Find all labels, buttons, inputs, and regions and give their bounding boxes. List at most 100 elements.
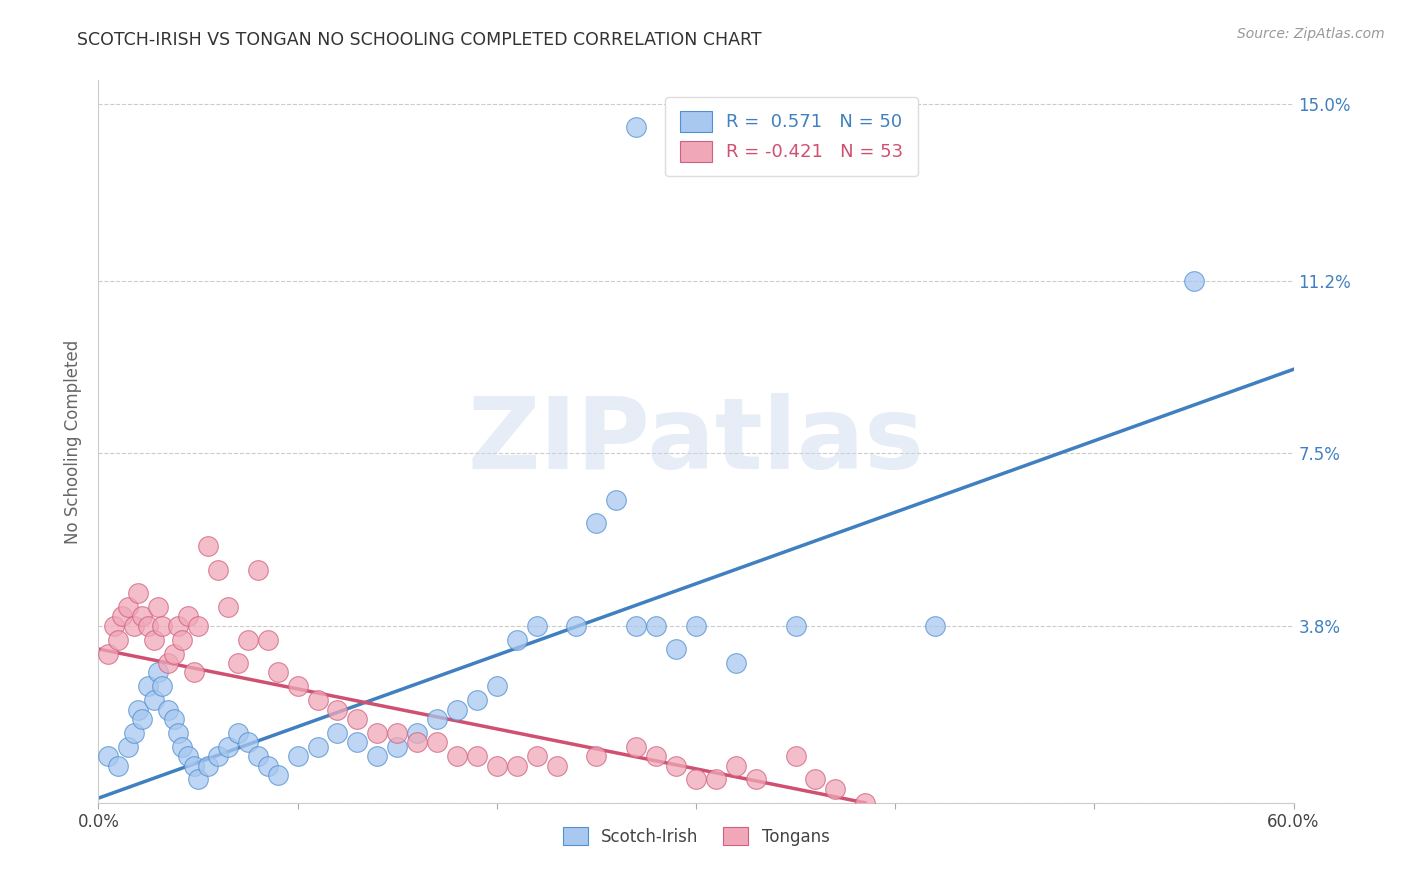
Point [406, 726, 429, 740]
Point [605, 492, 627, 507]
Point [177, 609, 200, 624]
Point [685, 772, 707, 787]
Point [172, 632, 194, 647]
Point [256, 632, 278, 647]
Point [626, 739, 648, 754]
Point [565, 618, 588, 632]
Point [111, 609, 134, 624]
Point [704, 772, 727, 787]
Point [197, 540, 219, 554]
Point [177, 749, 200, 764]
Point [485, 679, 508, 693]
Point [645, 749, 668, 764]
Point [267, 768, 290, 782]
Point [246, 749, 269, 764]
Point [187, 772, 209, 787]
Point [197, 758, 219, 772]
Point [236, 735, 259, 749]
Point [785, 618, 807, 632]
Point [217, 739, 239, 754]
Point [546, 758, 568, 772]
Point [107, 758, 129, 772]
Point [217, 600, 239, 615]
Point [924, 618, 946, 632]
Point [326, 726, 349, 740]
Point [136, 679, 159, 693]
Point [226, 726, 249, 740]
Point [117, 600, 139, 615]
Point [127, 702, 149, 716]
Point [485, 758, 508, 772]
Point [124, 618, 146, 632]
Point [157, 656, 180, 670]
Point [406, 735, 429, 749]
Point [148, 600, 170, 615]
Point [226, 656, 249, 670]
Point [167, 618, 190, 632]
Point [103, 618, 125, 632]
Point [585, 516, 607, 530]
Point [385, 739, 409, 754]
Point [506, 632, 529, 647]
Text: SCOTCH-IRISH VS TONGAN NO SCHOOLING COMPLETED CORRELATION CHART: SCOTCH-IRISH VS TONGAN NO SCHOOLING COMP… [77, 31, 762, 49]
Point [167, 726, 190, 740]
Point [724, 758, 747, 772]
Point [183, 665, 205, 680]
Point [124, 726, 146, 740]
Point [97, 749, 120, 764]
Point [785, 749, 807, 764]
Point [804, 772, 827, 787]
Point [446, 749, 468, 764]
Point [645, 618, 668, 632]
Point [307, 693, 329, 707]
Point [287, 749, 309, 764]
Point [143, 632, 166, 647]
Point [187, 618, 209, 632]
Text: Source: ZipAtlas.com: Source: ZipAtlas.com [1237, 27, 1385, 41]
Point [526, 749, 548, 764]
Point [585, 749, 607, 764]
Point [366, 726, 388, 740]
Legend: Scotch-Irish, Tongans: Scotch-Irish, Tongans [555, 821, 837, 852]
Point [287, 679, 309, 693]
Point [685, 618, 707, 632]
Point [150, 679, 173, 693]
Point [465, 693, 488, 707]
Point [150, 618, 173, 632]
Point [107, 632, 129, 647]
Point [97, 647, 120, 661]
Point [131, 712, 153, 726]
Point [236, 632, 259, 647]
Point [172, 739, 194, 754]
Point [326, 702, 349, 716]
Point [131, 609, 153, 624]
Point [446, 702, 468, 716]
Point [143, 693, 166, 707]
Point [366, 749, 388, 764]
Point [117, 739, 139, 754]
Point [426, 712, 449, 726]
Point [136, 618, 159, 632]
Point [207, 749, 229, 764]
Text: ZIPatlas: ZIPatlas [468, 393, 924, 490]
Point [626, 618, 648, 632]
Point [157, 702, 180, 716]
Point [665, 642, 688, 657]
Y-axis label: No Schooling Completed: No Schooling Completed [65, 340, 83, 543]
Point [724, 656, 747, 670]
Point [824, 781, 846, 796]
Point [626, 120, 648, 134]
Point [207, 563, 229, 577]
Point [246, 563, 269, 577]
Point [346, 712, 368, 726]
Point [267, 665, 290, 680]
Point [163, 712, 186, 726]
Point [346, 735, 368, 749]
Point [256, 758, 278, 772]
Point [526, 618, 548, 632]
Point [163, 647, 186, 661]
Point [183, 758, 205, 772]
Point [465, 749, 488, 764]
Point [665, 758, 688, 772]
Point [148, 665, 170, 680]
